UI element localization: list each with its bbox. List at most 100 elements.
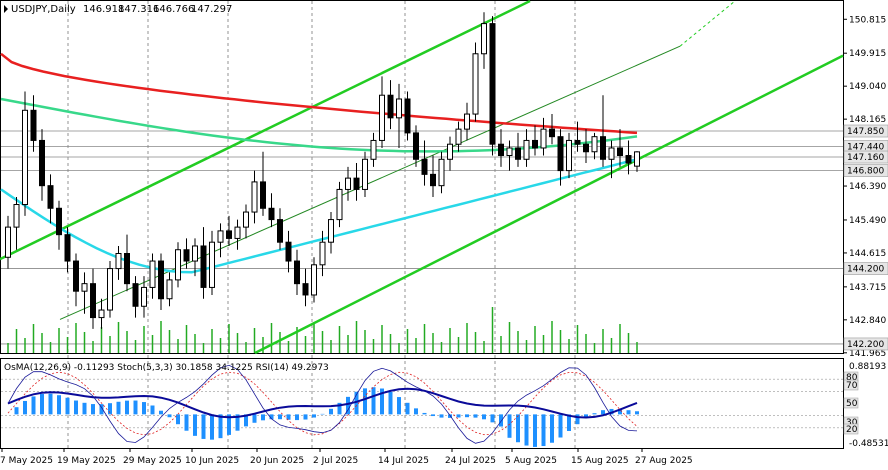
candle-body-43 xyxy=(370,139,377,160)
candle-body-16 xyxy=(141,286,147,307)
ohlc-low: 146.766 xyxy=(153,4,194,15)
price-tick-label-10: 141.965 xyxy=(849,349,886,359)
candle-body-62 xyxy=(532,139,538,149)
candle-body-17 xyxy=(149,260,156,288)
time-tick-label-2: 29 May 2025 xyxy=(123,456,182,466)
candle-body-11 xyxy=(98,309,105,319)
candle-body-0 xyxy=(5,226,11,258)
moving-average-2 xyxy=(0,158,638,274)
osc-level-tag-label-0: 80 xyxy=(846,373,858,383)
candle-body-69 xyxy=(591,136,598,153)
candlesticks xyxy=(5,12,640,329)
price-tick-label-2: 149.040 xyxy=(849,82,886,92)
symbol-label: USDJPY,Daily xyxy=(11,4,76,15)
candle-body-74 xyxy=(634,151,640,167)
osc-level-tag-label-3: 30 xyxy=(846,418,858,428)
candle-body-45 xyxy=(387,94,394,119)
candle-body-30 xyxy=(260,181,266,209)
time-tick-label-1: 19 May 2025 xyxy=(57,456,116,466)
candle-body-4 xyxy=(39,139,45,187)
candle-body-5 xyxy=(47,185,54,209)
candle-body-38 xyxy=(328,219,334,243)
osc-level-tag-label-4: 20 xyxy=(846,425,858,435)
candle-body-54 xyxy=(464,113,470,130)
stoch-main-line xyxy=(7,364,638,444)
candle-body-53 xyxy=(455,128,462,145)
price-tick-label-3: 148.165 xyxy=(849,115,886,125)
candle-body-67 xyxy=(574,139,581,145)
candle-body-50 xyxy=(430,173,436,187)
osc-tick-top: 0.88193 xyxy=(849,362,886,372)
ohlc-close: 147.297 xyxy=(191,4,232,15)
candle-body-72 xyxy=(617,147,623,157)
candle-body-51 xyxy=(438,158,445,187)
time-tick-label-4: 20 Jun 2025 xyxy=(250,456,304,466)
candle-body-41 xyxy=(353,177,360,190)
candle-body-31 xyxy=(268,207,275,221)
candle-body-29 xyxy=(251,181,258,213)
time-tick-label-9: 15 Aug 2025 xyxy=(571,456,629,466)
candle-body-52 xyxy=(447,143,453,160)
candle-body-55 xyxy=(472,53,479,115)
candle-body-65 xyxy=(557,136,564,172)
time-tick-label-6: 14 Jul 2025 xyxy=(378,456,429,466)
level-tag-box-0 xyxy=(843,124,888,138)
candle-body-3 xyxy=(30,109,37,141)
candle-body-59 xyxy=(506,147,513,157)
price-pane-frame xyxy=(0,0,844,354)
candle-body-20 xyxy=(175,249,181,281)
oscillator xyxy=(1,364,843,447)
channel-lower xyxy=(254,54,844,355)
candle-body-7 xyxy=(64,234,71,262)
oscillator-pane-frame xyxy=(0,358,844,449)
osc-tick-bottom: -0.48531 xyxy=(849,439,888,449)
candle-body-66 xyxy=(566,139,572,172)
vertical-grid xyxy=(67,1,576,448)
header-arrow-icon xyxy=(4,5,8,13)
time-axis: 7 May 2025 19 May 2025 29 May 2025 10 Jun 2… xyxy=(0,448,693,466)
price-tick-label-1: 149.915 xyxy=(849,49,886,59)
price-tick-label-0: 150.815 xyxy=(849,15,886,25)
candle-body-46 xyxy=(396,98,402,119)
level-tag-box-5 xyxy=(843,337,888,351)
candle-body-36 xyxy=(311,264,317,296)
time-tick-label-8: 5 Aug 2025 xyxy=(505,456,557,466)
candle-body-18 xyxy=(158,260,164,300)
candle-body-56 xyxy=(481,23,487,55)
level-tag-box-4 xyxy=(843,262,888,275)
candle-body-1 xyxy=(13,204,20,228)
level-tag-label-0: 147.850 xyxy=(847,127,884,137)
price-tick-label-5: 146.390 xyxy=(849,182,886,192)
candle-body-44 xyxy=(379,94,385,141)
ohlc-high: 147.316 xyxy=(118,4,159,15)
candle-body-15 xyxy=(132,283,139,307)
candle-body-24 xyxy=(209,241,215,288)
osc-level-tag-label-1: 70 xyxy=(846,381,858,391)
candle-body-23 xyxy=(200,245,207,288)
price-tick-label-9: 142.840 xyxy=(849,316,886,326)
candle-body-14 xyxy=(124,253,130,285)
oscillator-header: OsMA(12,26,9) -0.11293 Stoch(5,3,3) 30.1… xyxy=(4,363,329,373)
candle-body-58 xyxy=(498,143,504,157)
rsi-line xyxy=(7,387,638,419)
candle-body-61 xyxy=(523,139,530,160)
osc-level-tag-box-1 xyxy=(843,379,859,391)
moving-average-1 xyxy=(0,97,638,153)
level-tag-label-3: 146.800 xyxy=(847,167,884,177)
candle-body-8 xyxy=(73,260,79,292)
osc-level-tag-box-4 xyxy=(843,423,859,435)
candle-body-33 xyxy=(285,241,292,262)
level-tag-label-2: 147.160 xyxy=(847,153,884,163)
candle-body-32 xyxy=(277,219,283,243)
time-tick-label-10: 27 Aug 2025 xyxy=(635,456,693,466)
price-tick-label-6: 145.490 xyxy=(849,216,886,226)
candle-body-68 xyxy=(583,143,589,153)
candle-body-13 xyxy=(115,253,122,270)
candle-body-10 xyxy=(90,283,96,319)
candle-body-21 xyxy=(183,249,190,262)
osc-level-tag-label-2: 50 xyxy=(846,399,858,409)
stoch-signal-line xyxy=(7,371,638,436)
